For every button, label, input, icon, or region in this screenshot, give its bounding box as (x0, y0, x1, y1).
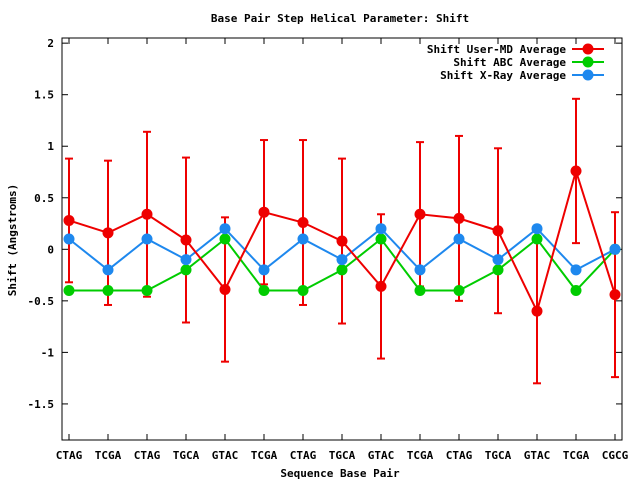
data-point-shift-user-md-average (414, 208, 426, 220)
x-tick-label: GTAC (212, 449, 239, 462)
x-tick-label: TCGA (95, 449, 122, 462)
data-point-shift-user-md-average (531, 305, 543, 317)
x-tick-label: TGCA (485, 449, 512, 462)
data-point-shift-user-md-average (453, 212, 465, 224)
data-point-shift-abc-average (375, 233, 387, 245)
data-point-shift-abc-average (63, 285, 75, 297)
legend-marker (582, 56, 594, 68)
data-point-shift-abc-average (258, 285, 270, 297)
y-axis-label: Shift (Angstroms) (6, 184, 19, 297)
x-tick-label: CTAG (446, 449, 473, 462)
y-tick-label: -0.5 (28, 295, 55, 308)
x-tick-label: CGCG (602, 449, 629, 462)
data-point-shift-user-md-average (180, 234, 192, 246)
x-tick-label: TCGA (251, 449, 278, 462)
legend-marker (582, 43, 594, 55)
data-point-shift-abc-average (219, 233, 231, 245)
x-tick-label: TGCA (173, 449, 200, 462)
x-tick-label: TCGA (407, 449, 434, 462)
x-tick-label: GTAC (524, 449, 551, 462)
data-point-shift-x-ray-average (531, 223, 543, 235)
y-tick-label: -1 (41, 346, 55, 359)
y-tick-label: 0.5 (34, 192, 54, 205)
data-point-shift-user-md-average (336, 235, 348, 247)
y-tick-label: 1.5 (34, 89, 54, 102)
data-point-shift-x-ray-average (297, 233, 309, 245)
x-tick-label: TCGA (563, 449, 590, 462)
data-point-shift-x-ray-average (492, 254, 504, 266)
y-tick-label: 0 (47, 243, 54, 256)
x-tick-label: CTAG (290, 449, 317, 462)
data-point-shift-x-ray-average (63, 233, 75, 245)
data-point-shift-abc-average (336, 264, 348, 276)
y-tick-label: -1.5 (28, 398, 55, 411)
data-point-shift-abc-average (297, 285, 309, 297)
x-tick-label: TGCA (329, 449, 356, 462)
legend-label: Shift User-MD Average (427, 43, 566, 56)
data-point-shift-abc-average (453, 285, 465, 297)
data-point-shift-abc-average (531, 233, 543, 245)
data-point-shift-x-ray-average (414, 264, 426, 276)
data-point-shift-user-md-average (297, 217, 309, 229)
data-point-shift-abc-average (414, 285, 426, 297)
y-tick-label: 2 (47, 37, 54, 50)
x-tick-label: CTAG (56, 449, 83, 462)
data-point-shift-x-ray-average (258, 264, 270, 276)
data-point-shift-x-ray-average (570, 264, 582, 276)
data-point-shift-x-ray-average (141, 233, 153, 245)
data-point-shift-abc-average (141, 285, 153, 297)
data-point-shift-user-md-average (102, 227, 114, 239)
data-point-shift-x-ray-average (219, 223, 231, 235)
legend-label: Shift ABC Average (453, 56, 566, 69)
x-tick-label: CTAG (134, 449, 161, 462)
legend-marker (582, 69, 594, 81)
data-point-shift-x-ray-average (336, 254, 348, 266)
data-point-shift-user-md-average (570, 165, 582, 177)
data-point-shift-x-ray-average (102, 264, 114, 276)
data-point-shift-x-ray-average (180, 254, 192, 266)
x-tick-label: GTAC (368, 449, 395, 462)
data-point-shift-abc-average (180, 264, 192, 276)
legend-label: Shift X-Ray Average (440, 69, 566, 82)
data-point-shift-user-md-average (258, 206, 270, 218)
data-point-shift-abc-average (102, 285, 114, 297)
data-point-shift-user-md-average (609, 289, 621, 301)
data-point-shift-abc-average (570, 285, 582, 297)
data-point-shift-user-md-average (63, 214, 75, 226)
data-point-shift-user-md-average (375, 280, 387, 292)
data-point-shift-user-md-average (492, 225, 504, 237)
data-point-shift-x-ray-average (453, 233, 465, 245)
data-point-shift-abc-average (492, 264, 504, 276)
plot-area: -1.5 -1 -0.5 0 0.5 1 1.5 2 CTAG TCGA CTAG TGCA GTAC T… (28, 37, 629, 462)
data-point-shift-x-ray-average (375, 223, 387, 235)
y-tick-label: 1 (47, 140, 54, 153)
data-point-shift-x-ray-average (609, 243, 621, 255)
data-point-shift-user-md-average (141, 208, 153, 220)
data-point-shift-user-md-average (219, 284, 231, 296)
chart-title: Base Pair Step Helical Parameter: Shift (211, 12, 469, 25)
x-axis-label: Sequence Base Pair (280, 467, 400, 480)
